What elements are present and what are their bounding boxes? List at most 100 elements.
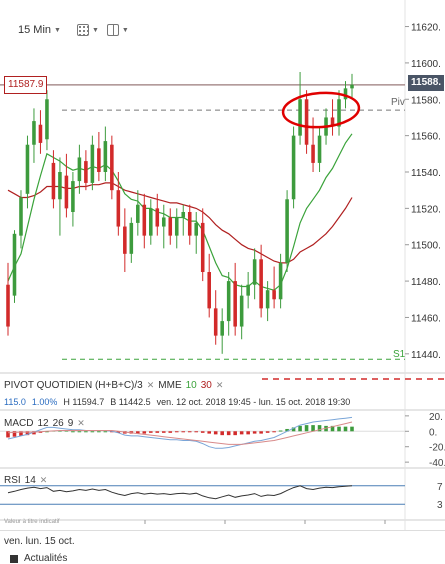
macd-legend: MACD 12 26 9 ✕ xyxy=(4,418,85,429)
candle-body xyxy=(187,212,192,236)
candle-body xyxy=(233,281,237,327)
close-icon[interactable]: ✕ xyxy=(215,380,224,390)
macd-label: MACD xyxy=(4,418,34,429)
macd-histogram-bar xyxy=(265,431,270,433)
candle-body xyxy=(25,144,30,194)
candle-body xyxy=(226,281,231,322)
macd-histogram-bar xyxy=(304,425,309,432)
macd-histogram-bar xyxy=(161,431,166,433)
annotation-ellipse xyxy=(281,91,361,129)
macd-histogram-bar xyxy=(64,430,69,432)
y-tick-label: 11520. xyxy=(411,204,441,215)
change-value: 1.00% xyxy=(31,397,58,407)
macd-histogram-bar xyxy=(194,431,199,433)
date-range: ven. 12 oct. 2018 19:45 - lun. 15 oct. 2… xyxy=(156,397,351,407)
candle-body xyxy=(155,208,160,227)
rsi-legend: RSI 14 ✕ xyxy=(4,475,47,486)
interval-label: 15 Min xyxy=(18,24,52,36)
candle-body xyxy=(330,117,335,127)
candle-body xyxy=(123,226,127,254)
footer-bar: ven. lun. 15 oct. Actualités xyxy=(0,530,445,564)
macd-histogram-bar xyxy=(252,431,257,434)
candle-body xyxy=(32,121,36,145)
macd-histogram-bar xyxy=(233,431,237,436)
macd-histogram-bar xyxy=(200,431,205,433)
close-icon[interactable]: ✕ xyxy=(77,418,85,428)
macd-histogram-bar xyxy=(291,427,296,432)
candle-body xyxy=(272,290,276,300)
y-tick-label: 11500. xyxy=(411,241,441,252)
macd-histogram-bar xyxy=(330,425,335,432)
candle-body xyxy=(19,197,23,236)
candle-body xyxy=(278,262,283,300)
macd-histogram-bar xyxy=(213,431,218,435)
layout-button[interactable]: ▼ xyxy=(106,24,129,36)
macd-histogram-bar xyxy=(149,431,153,433)
y-tick-label: 11580. xyxy=(411,95,441,106)
candle-body xyxy=(350,84,354,89)
grid-icon xyxy=(76,24,89,36)
macd-histogram-bar xyxy=(272,431,276,433)
close-icon[interactable]: ✕ xyxy=(39,475,48,485)
candle-body xyxy=(71,181,75,212)
candle-body xyxy=(265,290,270,309)
pivot-label: Piv xyxy=(391,97,405,108)
macd-histogram-bar xyxy=(19,431,23,436)
candle-body xyxy=(149,208,153,236)
candle-body xyxy=(285,199,289,263)
macd-histogram-bar xyxy=(58,430,62,432)
macd-histogram-bar xyxy=(239,431,244,435)
candle-body xyxy=(110,144,114,191)
rsi-label: RSI xyxy=(4,475,21,486)
macd-y-tick-label: 0. xyxy=(429,427,437,438)
y-tick-label: 11600. xyxy=(411,59,441,70)
macd-histogram-bar xyxy=(259,431,263,434)
news-label: Actualités xyxy=(24,553,68,564)
candle-body xyxy=(12,233,17,296)
mme-slow-period: 30 xyxy=(200,380,212,391)
candle-body xyxy=(161,217,166,227)
macd-histogram-bar xyxy=(207,431,211,434)
candle-body xyxy=(6,284,10,327)
macd-param-3: 9 xyxy=(67,418,74,429)
macd-histogram-bar xyxy=(187,431,192,433)
last-price-tag: 11588. xyxy=(408,75,445,91)
mme-indicator-label: MME xyxy=(158,380,182,391)
candle-body xyxy=(311,144,315,163)
rsi-y-tick-label: 7 xyxy=(437,482,443,493)
chevron-down-icon: ▼ xyxy=(121,26,129,34)
macd-param-2: 26 xyxy=(52,418,64,429)
x-date-label: ven. lun. 15 oct. xyxy=(4,536,75,547)
chart-type-button[interactable]: ▼ xyxy=(76,24,99,36)
chevron-down-icon: ▼ xyxy=(54,26,61,34)
interval-select[interactable]: 15 Min ▼ xyxy=(18,24,61,36)
macd-histogram-bar xyxy=(174,431,179,433)
macd-histogram-bar xyxy=(103,431,108,433)
candle-body xyxy=(64,175,69,209)
news-link[interactable]: Actualités xyxy=(10,553,67,564)
candle-body xyxy=(174,217,179,236)
y-tick-label: 11440. xyxy=(411,350,441,361)
candle-body xyxy=(259,259,263,309)
close-value: 115.0 xyxy=(4,397,26,407)
rsi-y-tick-label: 3 xyxy=(437,500,443,511)
high-value: H 11594.7 xyxy=(63,397,105,407)
y-tick-label: 11480. xyxy=(411,277,441,288)
indicator-legend: PIVOT QUOTIDIEN (H+B+C)/3 ✕ MME 10 30 ✕ xyxy=(4,380,223,391)
macd-histogram-bar xyxy=(220,431,224,436)
candle-body xyxy=(77,157,82,182)
candle-body xyxy=(317,135,322,163)
candle-body xyxy=(252,259,257,285)
macd-histogram-bar xyxy=(343,426,348,432)
macd-signal-line xyxy=(7,421,353,445)
news-icon xyxy=(10,554,18,563)
macd-histogram-bar xyxy=(285,428,289,432)
macd-histogram-bar xyxy=(12,431,17,437)
macd-histogram-bar xyxy=(155,431,160,433)
macd-histogram-bar xyxy=(298,425,302,432)
macd-histogram-bar xyxy=(25,431,30,436)
y-tick-label: 11460. xyxy=(411,313,441,324)
close-icon[interactable]: ✕ xyxy=(146,380,155,390)
candle-body xyxy=(116,190,121,227)
ohlc-info-row: 115.0 1.00% H 11594.7 B 11442.5 ven. 12 … xyxy=(4,397,350,407)
